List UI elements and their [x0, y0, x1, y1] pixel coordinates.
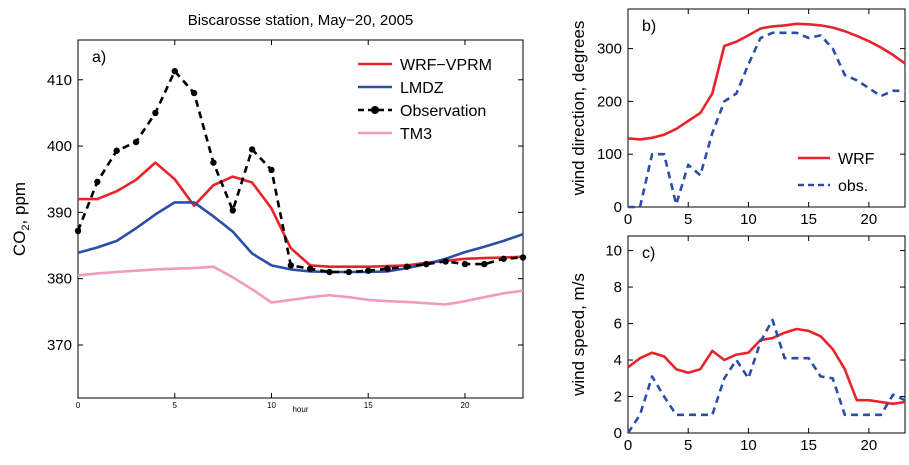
data-point-a	[113, 147, 120, 154]
data-point-a	[365, 267, 372, 274]
x-tick-label-c: 0	[624, 437, 632, 454]
x-tick-label-b: 5	[684, 211, 692, 228]
panel-a: 0 5 10 15 20 370 380 390 400 410 a) Biscarosse stat…	[10, 12, 527, 414]
y-tick-label-a: 370	[47, 337, 72, 354]
y-tick-label-c: 2	[614, 389, 622, 406]
legend-label-a-0: WRF−VPRM	[400, 57, 492, 74]
axes-frame-a	[77, 39, 524, 399]
panel-label-c: c)	[642, 245, 655, 262]
panel-c: 0 5 10 15 20 0 2 4 6 8 10 c) wind speed, m/s	[569, 235, 906, 454]
data-point-a	[403, 263, 411, 270]
chart-title-a: Biscarosse station, May−20, 2005	[188, 12, 414, 29]
x-tick-label-b: 10	[740, 211, 757, 228]
y-tick-label-b: 200	[597, 93, 622, 110]
x-tick-label-a: 10	[267, 401, 276, 410]
data-point-a	[442, 258, 449, 265]
y-axis-label-a-sub: 2	[20, 224, 32, 230]
data-point-a	[423, 260, 430, 268]
data-point-a	[94, 178, 101, 186]
x-tick-label-b: 15	[800, 211, 817, 228]
series-line-a-0	[78, 161, 524, 269]
data-point-a	[519, 254, 527, 261]
legend-label-a-3: TM3	[400, 126, 432, 143]
data-point-a	[345, 268, 353, 276]
data-point-a	[74, 227, 82, 235]
y-axis-label-a-main: CO	[10, 231, 29, 257]
legend-label-b-1: obs.	[838, 178, 868, 195]
series-line-c-0	[627, 327, 906, 406]
data-point-a	[500, 255, 507, 262]
data-point-a	[268, 166, 275, 174]
x-tick-label-c: 20	[861, 437, 878, 454]
x-tick-label-c: 10	[740, 437, 757, 454]
series-line-c-1	[626, 318, 906, 434]
series-line-b-0	[627, 22, 906, 141]
data-point-a	[248, 146, 256, 153]
data-point-a	[152, 109, 159, 117]
y-tick-label-c: 4	[614, 352, 622, 369]
x-tick-label-c: 5	[684, 437, 692, 454]
x-tick-label-c: 15	[800, 437, 817, 454]
series-line-a-3	[77, 265, 524, 306]
legend-marker-a	[371, 106, 379, 114]
y-axis-label-c: wind speed, m/s	[569, 273, 588, 397]
data-point-a	[132, 138, 140, 146]
axes-frame-c	[627, 235, 906, 434]
y-tick-label-a: 410	[47, 72, 72, 89]
y-tick-label-c: 10	[605, 243, 622, 260]
x-tick-label-a: 20	[461, 401, 470, 410]
data-point-a	[210, 159, 217, 166]
x-tick-label-a: 15	[364, 401, 373, 410]
series-line-a-1	[77, 201, 524, 274]
x-tick-label-b: 20	[861, 211, 878, 228]
data-point-a	[190, 89, 198, 97]
legend-label-b-0: WRF	[838, 151, 875, 168]
x-tick-label-a: 5	[173, 401, 178, 410]
data-point-a	[461, 260, 469, 268]
y-tick-label-b: 300	[597, 41, 622, 58]
panel-label-b: b)	[642, 18, 656, 35]
panel-label-a: a)	[92, 49, 106, 66]
y-tick-label-b: 100	[597, 146, 622, 163]
data-point-a	[481, 260, 488, 268]
y-tick-label-a: 400	[47, 138, 72, 155]
x-tick-label-a: 0	[76, 401, 81, 410]
y-axis-label-a-tail: , ppm	[10, 182, 29, 225]
series-line-b-1	[628, 31, 905, 209]
data-point-a	[306, 265, 314, 272]
data-point-a	[229, 207, 236, 214]
legend-label-a-1: LMDZ	[400, 80, 444, 97]
y-tick-label-a: 380	[47, 271, 72, 288]
x-axis-label-a: hour	[292, 405, 308, 414]
legend-label-a-2: Observation	[400, 103, 486, 120]
y-axis-label-a: CO2, ppm	[10, 182, 32, 256]
y-tick-label-c: 8	[614, 279, 622, 296]
data-point-a	[326, 268, 333, 276]
x-tick-label-b: 0	[624, 211, 632, 228]
data-point-a	[384, 265, 391, 272]
axes-frame-b	[627, 8, 906, 208]
y-tick-label-c: 6	[614, 316, 622, 333]
y-tick-label-a: 390	[47, 204, 72, 221]
y-tick-label-b: 0	[614, 199, 622, 216]
y-axis-label-b: wind direction, degrees	[569, 21, 588, 197]
y-tick-label-c: 0	[614, 425, 622, 442]
data-point-a	[171, 67, 178, 75]
data-point-a	[287, 262, 295, 269]
series-line-a-2	[76, 69, 524, 274]
